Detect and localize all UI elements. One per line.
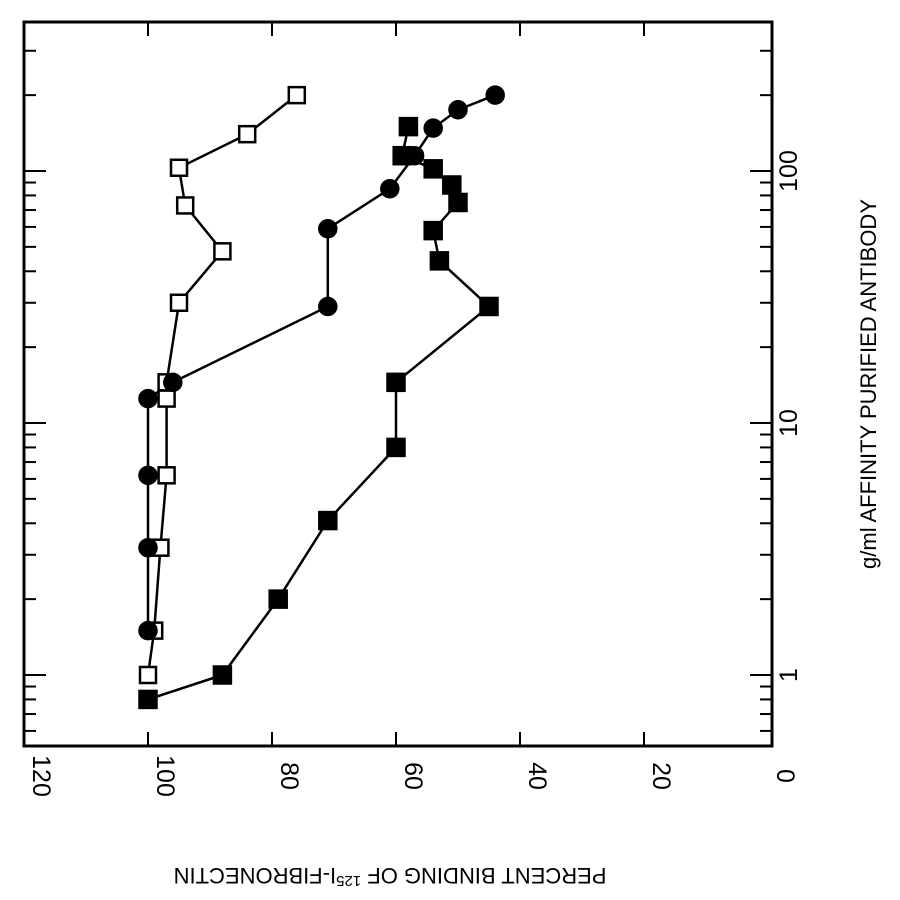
- y-axis-title-prefix: PERCENT BINDING OF: [361, 863, 606, 888]
- point-open-square-8: [175, 196, 195, 215]
- point-filled-circle-6: [318, 218, 338, 239]
- point-open-square-7: [213, 242, 232, 261]
- point-filled-square-13: [398, 116, 419, 137]
- point-open-square-10: [237, 124, 257, 144]
- point-filled-circle-1: [138, 537, 158, 558]
- ticks-layer: [24, 22, 772, 746]
- point-filled-square-8: [423, 220, 443, 241]
- point-filled-square-11: [423, 159, 443, 179]
- point-filled-square-9: [448, 192, 468, 213]
- plot-frame: [22, 20, 774, 748]
- point-open-square-9: [169, 158, 189, 178]
- point-filled-square-10: [442, 175, 462, 195]
- y-tick-label-0: 0: [771, 769, 799, 783]
- point-open-square-0: [138, 665, 158, 685]
- x-tick-label-100: 100: [775, 150, 803, 192]
- point-filled-square-0: [138, 689, 158, 710]
- markers-layer: [138, 85, 505, 710]
- series-filled-square-line: [147, 126, 491, 701]
- point-filled-circle-3: [138, 388, 158, 409]
- point-open-square-6: [169, 293, 189, 313]
- y-axis-title-suffix: I-FIBRONECTIN: [174, 863, 337, 888]
- point-filled-square-12: [392, 145, 412, 166]
- point-filled-square-2: [268, 589, 288, 609]
- point-filled-circle-7: [380, 179, 400, 199]
- x-tick-label-1: 1: [775, 668, 803, 682]
- y-tick-label-40: 40: [523, 762, 551, 790]
- point-filled-circle-4: [163, 372, 183, 393]
- x-tick-label-10: 10: [775, 409, 803, 437]
- y-tick-label-20: 20: [647, 762, 675, 790]
- point-filled-square-6: [479, 296, 499, 317]
- y-tick-label-120: 120: [27, 755, 55, 797]
- point-filled-square-5: [386, 372, 406, 393]
- y-tick-label-60: 60: [399, 762, 427, 790]
- y-axis-title-superscript: 125: [336, 873, 361, 890]
- point-filled-circle-11: [485, 85, 505, 105]
- point-filled-square-7: [429, 251, 450, 271]
- point-filled-circle-2: [138, 465, 158, 486]
- point-filled-square-4: [386, 437, 406, 458]
- y-tick-label-100: 100: [151, 755, 179, 797]
- point-filled-circle-10: [448, 100, 468, 120]
- y-axis-title: PERCENT BINDING OF 125I-FIBRONECTIN: [174, 863, 607, 890]
- point-filled-circle-5: [318, 296, 338, 317]
- x-axis-title: g/ml AFFINITY PURIFIED ANTIBODY: [856, 199, 881, 569]
- point-open-square-4: [157, 389, 176, 408]
- point-filled-circle-0: [138, 620, 158, 641]
- point-filled-square-1: [212, 665, 233, 685]
- point-open-square-3: [157, 466, 176, 485]
- point-filled-circle-9: [423, 118, 443, 138]
- point-open-square-11: [287, 85, 307, 105]
- point-filled-square-3: [318, 510, 338, 531]
- y-tick-label-80: 80: [275, 762, 303, 790]
- series-open-square-line: [146, 94, 298, 676]
